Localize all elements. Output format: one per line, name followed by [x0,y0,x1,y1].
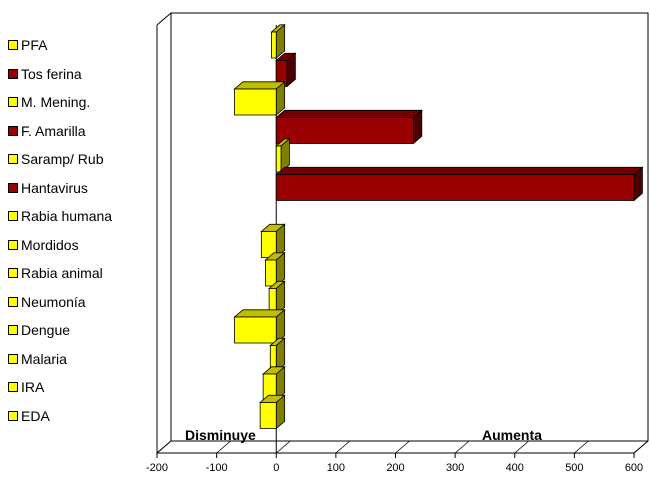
bar-dengue [233,308,286,344]
legend-item: EDA [8,406,50,426]
legend-swatch [8,296,18,307]
legend-swatch [8,182,18,193]
floor-gridline [514,440,530,454]
legend-label: M. Mening. [21,94,91,110]
bar-m-mening- [233,80,286,116]
legend-item: Saramp/ Rub [8,149,103,169]
legend-swatch [8,325,18,335]
legend-item: Malaria [8,349,67,369]
legend-label: Hantavirus [21,179,88,196]
x-tick-label: 200 [386,462,404,474]
plot-frame [156,12,649,454]
legend-swatch [8,239,18,250]
legend-label: EDA [21,407,50,424]
bar-ira [262,365,286,401]
legend-label: Tos ferina [21,65,82,82]
floor-right-edge [633,440,649,454]
legend-label: F. Amarilla [21,122,86,139]
x-tick-label: 100 [327,462,345,474]
bar-pfa [270,23,286,59]
x-tick-label: 500 [565,462,583,474]
legend-swatch [8,97,18,107]
legend-item: Tos ferina [8,64,82,84]
bar-mordidos [260,223,286,259]
bar-saramp-rub [275,137,291,173]
legend-label: Neumonía [21,293,86,310]
legend-label: Rabia humana [21,208,113,224]
legend-label: Mordidos [21,236,79,253]
legend-item: IRA [8,377,44,397]
bar-malaria [269,337,286,373]
floor-gridline [395,440,410,454]
x-axis-ticks: -200 -100 0 100 200 300 400 500 600 [146,453,643,474]
floor-gridline [335,440,351,454]
x-tick-label: -200 [146,462,168,474]
legend-item: Dengue [8,320,70,340]
x-tick-label: 600 [625,462,643,474]
legend-swatch [8,154,18,164]
legend-swatch [8,353,18,364]
legend-item: Neumonía [8,292,86,312]
x-tick-label: 0 [273,462,279,474]
x-tick-label: -100 [206,462,228,474]
legend-swatch [8,410,18,421]
floor-gridline [454,440,470,454]
legend-item: M. Mening. [8,92,90,112]
legend-swatch [8,68,18,79]
bar-eda [259,394,286,430]
wall-edge-top [156,12,172,26]
legend-item: Hantavirus [8,178,88,198]
bar-f-amarilla [275,109,423,145]
legend-swatch [8,125,18,136]
x-tick-label: 300 [446,462,464,474]
legend-label: Dengue [21,322,71,338]
legend-label: Saramp/ Rub [21,151,104,167]
legend-label: Malaria [21,350,67,367]
legend-item: Mordidos [8,235,79,255]
bar-rabia-animal [264,251,286,287]
floor-gridline [216,440,231,454]
annotation-disminuye: Disminuye [185,427,256,443]
floor-gridline [275,440,291,454]
legend-item: Rabia humana [8,206,112,226]
legend-swatch [8,382,18,392]
legend-item: Rabia animal [8,263,103,283]
legend-label: PFA [21,37,48,53]
back-wall [170,12,649,442]
legend-swatch [8,40,18,50]
legend-swatch [8,211,18,221]
annotation-aumenta: Aumenta [482,427,542,443]
wall-edge-bottom [156,440,172,454]
bars [233,23,644,430]
legend-item: PFA [8,35,47,55]
legend-item: F. Amarilla [8,121,86,141]
legend-swatch [8,268,18,278]
bar-neumon-a [268,280,286,316]
bar-hantavirus [275,166,644,202]
legend-label: Rabia animal [21,265,103,281]
floor-gridline [574,440,589,454]
x-tick-label: 400 [506,462,524,474]
legend-label: IRA [21,379,45,395]
